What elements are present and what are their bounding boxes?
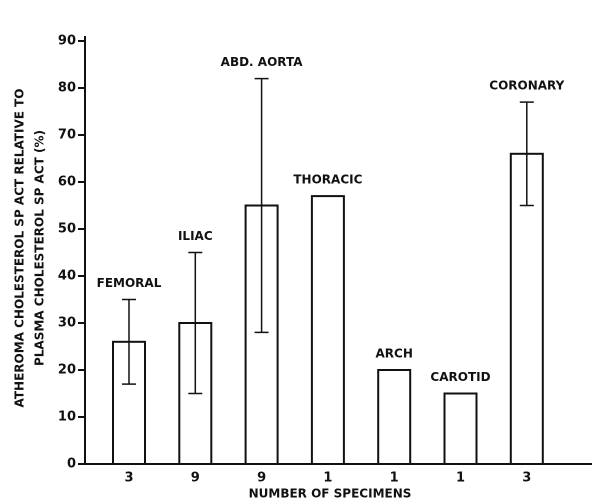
x-tick-label: 9 xyxy=(191,471,200,486)
y-tick-label: 90 xyxy=(58,34,76,49)
bar-label: CAROTID xyxy=(430,370,490,384)
error-bar xyxy=(122,298,136,385)
x-tick-label: 3 xyxy=(124,471,133,486)
x-tick-label: 9 xyxy=(257,471,266,486)
y-tick-label: 80 xyxy=(58,81,76,96)
y-axis-label: ATHEROMA CHOLESTEROL SP ACT RELATIVE TO xyxy=(13,88,27,407)
bar xyxy=(443,392,478,465)
x-tick-label: 1 xyxy=(390,471,399,486)
y-tick-label: 0 xyxy=(67,457,76,472)
bar-label: ARCH xyxy=(376,347,413,361)
x-tick-label: 1 xyxy=(456,471,465,486)
y-tick-label: 20 xyxy=(58,363,76,378)
x-tick-label: 1 xyxy=(323,471,332,486)
x-axis-label: NUMBER OF SPECIMENS xyxy=(249,487,412,501)
bar-label: FEMORAL xyxy=(97,276,162,290)
bar xyxy=(310,195,345,465)
bar-label: ABD. AORTA xyxy=(221,55,304,69)
y-tick-label: 50 xyxy=(58,222,76,237)
bar xyxy=(377,369,412,465)
bar-label: CORONARY xyxy=(489,79,564,93)
y-axis-label: PLASMA CHOLESTEROL SP ACT (%) xyxy=(33,130,47,366)
y-tick-label: 60 xyxy=(58,175,76,190)
y-tick-label: 30 xyxy=(58,316,76,331)
error-bar xyxy=(519,101,534,207)
x-tick-label: 3 xyxy=(522,471,531,486)
error-bar xyxy=(254,77,269,334)
bar-label: ILIAC xyxy=(178,229,213,243)
bar-label: THORACIC xyxy=(293,173,362,187)
y-tick-label: 70 xyxy=(58,128,76,143)
error-bar xyxy=(188,251,203,395)
y-tick-label: 10 xyxy=(58,410,76,425)
y-tick-label: 40 xyxy=(58,269,76,284)
